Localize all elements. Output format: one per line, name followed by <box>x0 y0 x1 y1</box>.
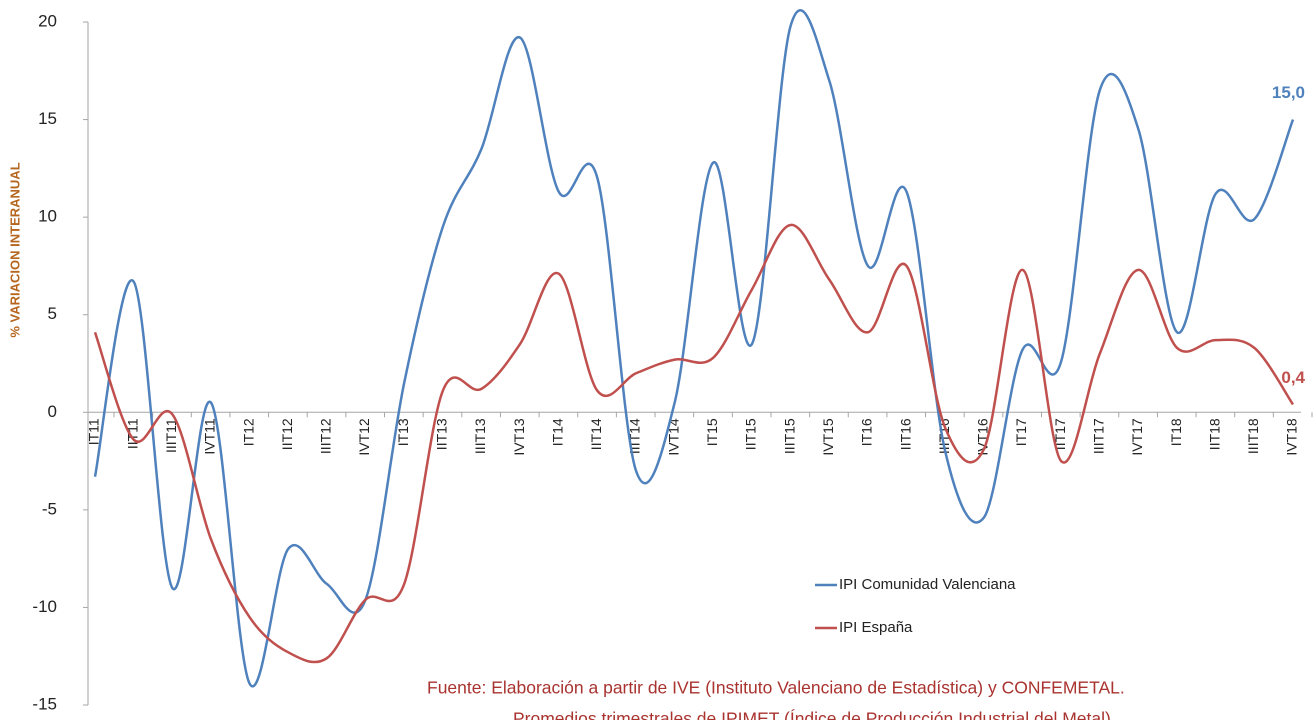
x-tick-label: IT17 <box>1013 418 1029 446</box>
x-tick-label: IIT12 <box>279 418 295 450</box>
y-tick-label: 20 <box>38 11 57 30</box>
x-tick-label: IIT11 <box>124 418 140 449</box>
source-note: Fuente: Elaboración a partir de IVE (Ins… <box>427 678 1125 698</box>
x-tick-label: IIT15 <box>743 418 759 450</box>
x-tick-label: IT14 <box>549 418 565 446</box>
value-label: 15,0 <box>1272 83 1305 102</box>
x-tick-label: IVT12 <box>356 418 372 456</box>
x-tick-label: IVT17 <box>1129 418 1145 456</box>
y-axis-label: % VARIACION INTERANUAL <box>7 162 22 337</box>
x-tick-label: IIT14 <box>588 418 604 450</box>
x-tick-label: IVT18 <box>1284 418 1300 456</box>
legend-label: IPI Comunidad Valenciana <box>839 576 1016 593</box>
x-tick-label: IIIT12 <box>318 418 334 454</box>
x-tick-label: IIIT17 <box>1090 418 1106 454</box>
y-tick-label: 0 <box>48 402 57 421</box>
x-tick-label: IVT11 <box>202 418 218 455</box>
series-line <box>93 223 1295 664</box>
x-tick-label: IIT18 <box>1206 418 1222 450</box>
value-label: 0,4 <box>1281 368 1305 387</box>
x-tick-label: IVT13 <box>511 418 527 456</box>
x-tick-label: IIIT15 <box>781 418 797 454</box>
x-tick-label: IT16 <box>859 418 875 446</box>
x-tick-label: IIIT11 <box>163 418 179 453</box>
x-tick-label: IVT16 <box>975 418 991 456</box>
x-tick-label: IT15 <box>704 418 720 446</box>
x-tick-label: IT11 <box>86 418 102 445</box>
x-tick-label: IVT14 <box>665 418 681 456</box>
y-tick-label: 15 <box>38 109 57 128</box>
x-tick-label: IVT15 <box>820 418 836 456</box>
x-tick-label: IIIT13 <box>472 418 488 454</box>
source-note: Promedios trimestrales de IPIMET (Índice… <box>513 709 1111 720</box>
legend-label: IPI España <box>839 619 913 636</box>
x-tick-label: IIIT18 <box>1245 418 1261 454</box>
x-tick-label: IT13 <box>395 418 411 446</box>
x-tick-label: IT18 <box>1168 418 1184 446</box>
y-tick-label: -10 <box>32 597 57 616</box>
y-tick-label: 10 <box>38 207 57 226</box>
x-tick-label: IIT16 <box>897 418 913 450</box>
x-tick-label: IT12 <box>240 418 256 446</box>
x-tick-label: IIT13 <box>434 418 450 450</box>
series-line <box>93 9 1295 688</box>
y-tick-label: 5 <box>48 304 57 323</box>
y-tick-label: -15 <box>32 694 57 713</box>
y-tick-label: -5 <box>42 499 57 518</box>
